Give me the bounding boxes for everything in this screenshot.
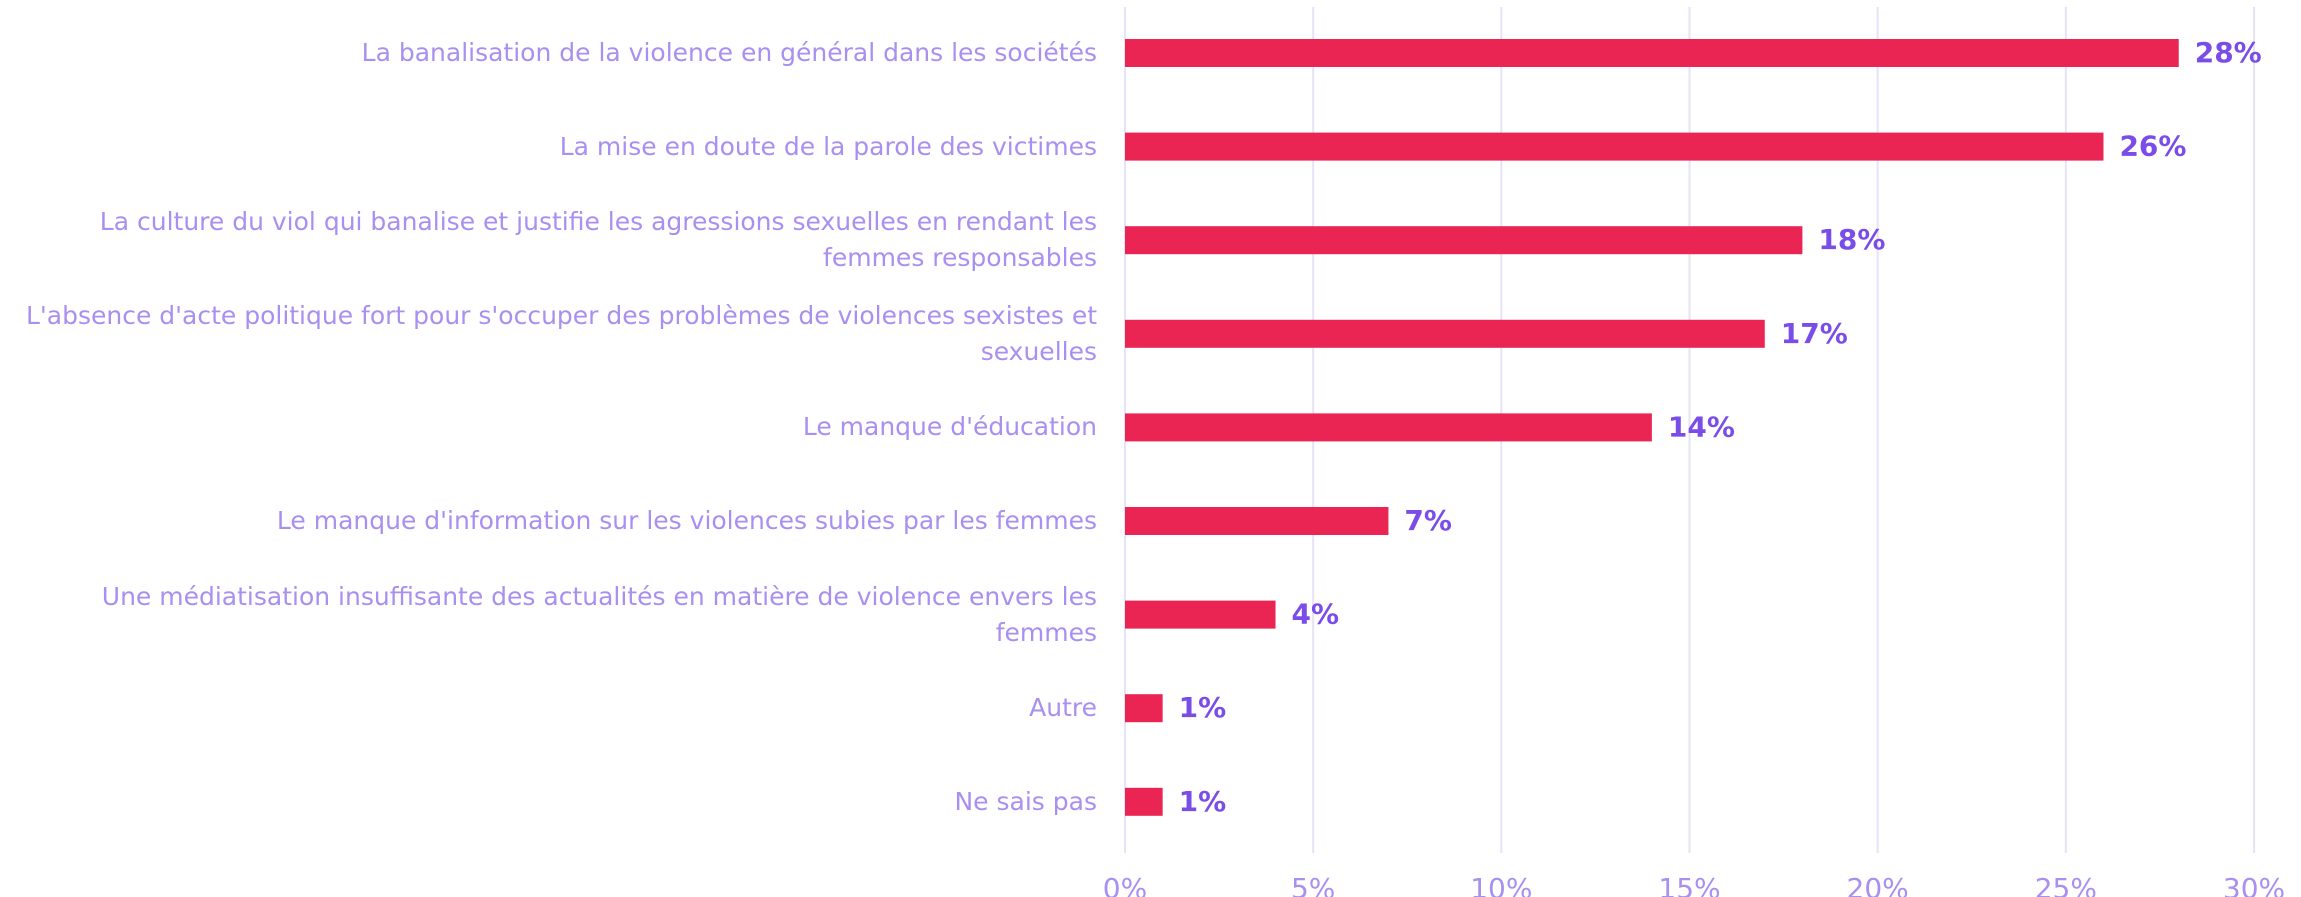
category-label: Le manque d'information sur les violence… [276,506,1097,535]
value-label: 18% [1818,223,1885,256]
x-tick-label: 15% [1658,872,1720,897]
category-label: Une médiatisation insuffisante des actua… [101,581,1097,647]
bar [1125,787,1163,816]
category-label: La banalisation de la violence en généra… [361,38,1097,67]
x-tick-label: 25% [2035,872,2097,897]
bar [1125,694,1163,723]
x-tick-label: 20% [1847,872,1909,897]
bar [1125,226,1803,255]
category-label: L'absence d'acte politique fort pour s'o… [25,300,1097,366]
bar [1125,132,2104,161]
value-label: 1% [1179,785,1227,818]
x-tick-label: 30% [2223,872,2285,897]
bar [1125,39,2179,67]
value-label: 26% [2119,130,2186,163]
value-label: 1% [1179,691,1227,724]
value-label: 7% [1404,504,1452,537]
x-tick-label: 10% [1470,872,1532,897]
value-label: 4% [1292,598,1340,631]
category-label: Autre [1029,693,1097,723]
category-label: La culture du viol qui banalise et justi… [99,207,1097,273]
value-label: 17% [1781,317,1848,350]
value-label: 28% [2195,36,2262,69]
category-label: La mise en doute de la parole des victim… [559,131,1097,161]
bar [1125,507,1389,535]
x-tick-label: 5% [1291,872,1335,897]
bar [1125,319,1765,348]
bar [1125,413,1652,442]
x-tick-label: 0% [1103,872,1147,897]
bar [1125,600,1276,629]
category-label: Le manque d'éducation [802,412,1097,442]
category-label: Ne sais pas [954,786,1097,816]
value-label: 14% [1668,410,1735,443]
